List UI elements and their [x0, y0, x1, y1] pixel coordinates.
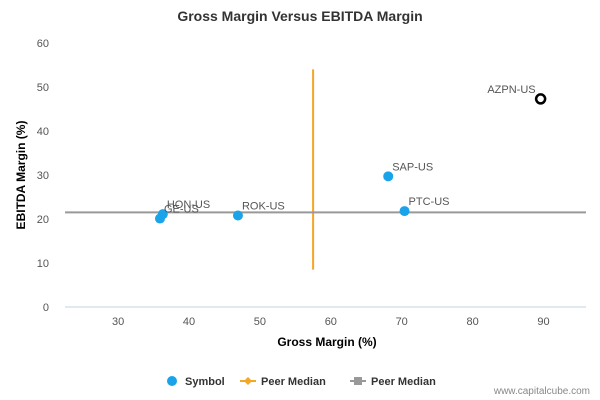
x-tick-label: 70: [396, 316, 408, 328]
data-point-label: ROK-US: [242, 200, 285, 212]
data-point-label: SAP-US: [392, 161, 433, 173]
data-point-label: PTC-US: [409, 196, 450, 208]
data-point-label: GE-US: [164, 204, 199, 216]
legend-label: Symbol: [185, 376, 225, 388]
y-tick-label: 40: [37, 126, 49, 138]
y-axis-title: EBITDA Margin (%): [14, 121, 28, 230]
legend-symbol-dot: [167, 376, 177, 386]
x-tick-label: 80: [466, 316, 478, 328]
x-tick-label: 60: [325, 316, 337, 328]
x-tick-label: 90: [537, 316, 549, 328]
x-axis-title: Gross Margin (%): [277, 335, 376, 349]
y-tick-label: 20: [37, 214, 49, 226]
data-point: [399, 206, 410, 217]
legend: Symbol Peer Median Peer Median: [167, 376, 436, 388]
y-tick-label: 50: [37, 82, 49, 94]
plot-area: 30 40 50 60 70 80 90 0 10 20 30 40 50 60 AZPN-US SAP-US…: [37, 38, 586, 328]
data-point-label: AZPN-US: [487, 84, 535, 96]
legend-diamond-marker: [244, 377, 252, 385]
data-point: [383, 171, 394, 182]
legend-label: Peer Median: [261, 376, 326, 388]
x-tick-label: 30: [112, 316, 124, 328]
y-tick-label: 30: [37, 170, 49, 182]
y-tick-label: 60: [37, 38, 49, 50]
x-tick-label: 40: [183, 316, 195, 328]
data-point: [232, 210, 243, 221]
data-point-highlight: [534, 93, 547, 105]
legend-label: Peer Median: [371, 376, 436, 388]
x-tick-label: 50: [254, 316, 266, 328]
data-point-label: HON-US: [167, 199, 210, 211]
chart-title: Gross Margin Versus EBITDA Margin: [177, 8, 422, 24]
y-tick-label: 0: [43, 302, 49, 314]
legend-square-marker: [354, 377, 362, 385]
data-point: [154, 213, 165, 224]
credit-text: www.capitalcube.com: [493, 386, 590, 397]
y-tick-label: 10: [37, 258, 49, 270]
